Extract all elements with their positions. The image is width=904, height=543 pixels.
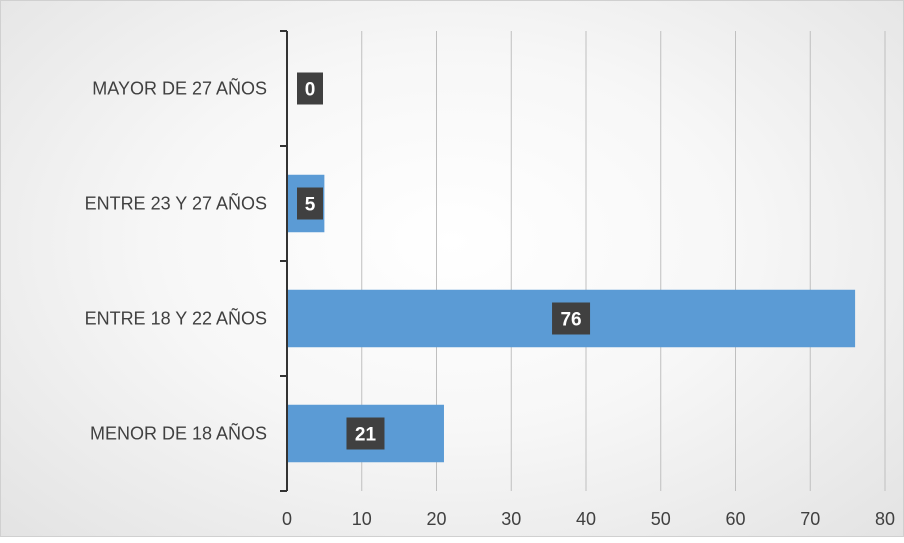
- y-axis: [280, 30, 288, 492]
- x-tick-label: 70: [800, 509, 820, 529]
- data-label-text: 5: [305, 195, 316, 216]
- x-tick-label: 40: [576, 509, 596, 529]
- data-label: 76: [552, 302, 591, 335]
- category-label: ENTRE 18 Y 22 AÑOS: [85, 308, 267, 329]
- data-labels: 21 76 5 0: [297, 72, 591, 450]
- x-tick-label: 0: [282, 509, 292, 529]
- data-label: 5: [297, 187, 323, 220]
- category-label: MAYOR DE 27 AÑOS: [92, 78, 267, 99]
- data-label-text: 21: [355, 425, 377, 446]
- x-tick-label: 30: [501, 509, 521, 529]
- category-label: ENTRE 23 Y 27 AÑOS: [85, 193, 267, 214]
- data-label-box: [297, 72, 323, 105]
- x-tick-label: 50: [651, 509, 671, 529]
- data-label-box: [297, 187, 323, 220]
- category-label: MENOR DE 18 AÑOS: [90, 423, 267, 444]
- x-tick-label: 20: [426, 509, 446, 529]
- data-label: 21: [346, 417, 385, 450]
- x-tick-labels: 0 10 20 30 40 50 60 70 80: [282, 509, 895, 529]
- data-label: 0: [297, 72, 323, 105]
- x-tick-label: 60: [725, 509, 745, 529]
- data-label-box: [346, 417, 385, 450]
- data-label-text: 76: [560, 310, 581, 331]
- category-labels: MENOR DE 18 AÑOS ENTRE 18 Y 22 AÑOS ENTRE …: [85, 78, 267, 444]
- gridlines: [361, 31, 886, 491]
- x-tick-label: 80: [875, 509, 895, 529]
- data-label-box: [552, 302, 591, 335]
- x-tick-label: 10: [352, 509, 372, 529]
- data-label-text: 0: [305, 80, 316, 101]
